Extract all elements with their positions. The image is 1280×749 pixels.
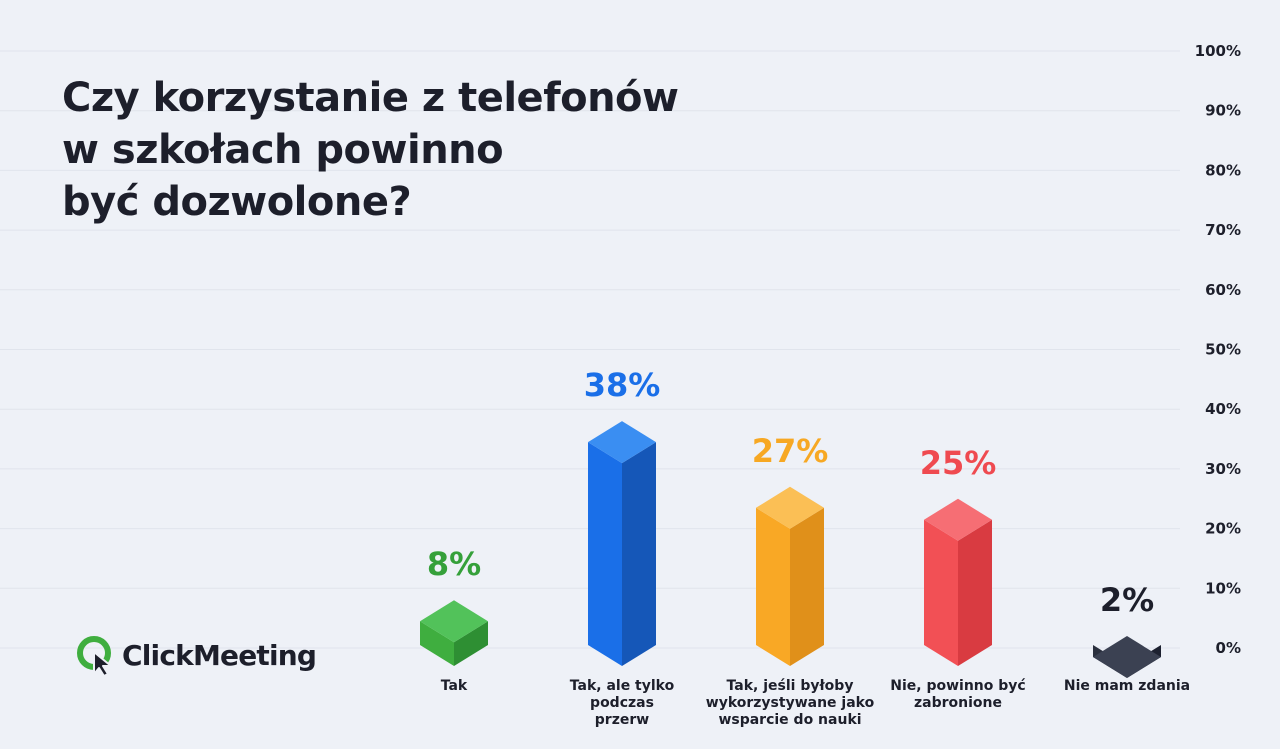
brand-name: ClickMeeting [122,638,317,672]
bars [420,421,1161,679]
category-label: Tak, jeśli byłoby wykorzystywane jako wspa… [695,678,885,729]
value-label: 27% [752,432,829,470]
bar [588,421,656,666]
category-label-line: Nie, powinno być [890,678,1026,694]
value-label: 2% [1100,581,1154,619]
category-label-line: podczas [590,695,654,711]
y-tick-label: 80% [1205,161,1241,179]
category-label-line: Tak, ale tylko [569,678,675,694]
chart-title-line: Czy korzystanie z telefonów [62,75,679,121]
bar [756,486,824,666]
category-label-line: Tak [440,678,468,694]
category-label-line: wsparcie do nauki [718,712,862,728]
value-label: 38% [584,366,661,404]
bar-front-face [420,621,454,666]
bar-front-face [756,507,790,666]
bar-front-face [924,519,958,666]
bar-front-face [588,442,622,666]
category-label: Nie, powinno być zabronione [863,678,1053,712]
y-tick-label: 30% [1205,460,1241,478]
y-tick-label: 70% [1205,221,1241,239]
chart-title-line: być dozwolone? [62,179,412,225]
bar-top-face [588,421,656,464]
bar-top-face [924,498,992,541]
chart-title: Czy korzystanie z telefonów w szkołach p… [62,72,702,228]
bar-side-face [958,519,992,666]
bar-top-face [420,600,488,643]
category-label-line: przerw [594,712,650,728]
bar-top-face [756,486,824,529]
category-label-line: Nie mam zdania [1063,678,1191,694]
bar-side-face [454,621,488,666]
value-label: 8% [427,545,481,583]
category-label: Nie mam zdania [1032,678,1222,695]
category-label: Tak, ale tylko podczas przerw [527,678,717,729]
category-label-line: wykorzystywane jako [705,695,875,711]
y-tick-label: 60% [1205,281,1241,299]
value-labels: 8% 38% 27% 25% 2% [427,366,1154,619]
category-label: Tak [359,678,549,695]
category-label-line: zabronione [914,695,1002,711]
bar-side-face [622,442,656,666]
y-axis-ticks: 0% 10% 20% 30% 40% 50% 60% 70% 80% 90% 100% [1195,42,1241,657]
y-tick-label: 10% [1205,579,1241,597]
gridlines [0,50,1180,649]
clickmeeting-logo-icon [77,636,112,677]
category-label-line: Tak, jeśli byłoby [726,678,854,694]
y-tick-label: 50% [1205,341,1241,359]
bar [924,498,992,666]
y-tick-label: 0% [1216,639,1241,657]
bar [1093,636,1161,679]
bar-top-face [1093,636,1161,679]
y-tick-label: 40% [1205,400,1241,418]
chart-title-line: w szkołach powinno [62,127,504,173]
clickmeeting-logo: ClickMeeting [74,632,317,678]
bar-side-face [790,507,824,666]
value-label: 25% [920,444,997,482]
y-tick-label: 90% [1205,102,1241,120]
y-tick-label: 20% [1205,520,1241,538]
y-tick-label: 100% [1195,42,1241,60]
bar [420,600,488,666]
